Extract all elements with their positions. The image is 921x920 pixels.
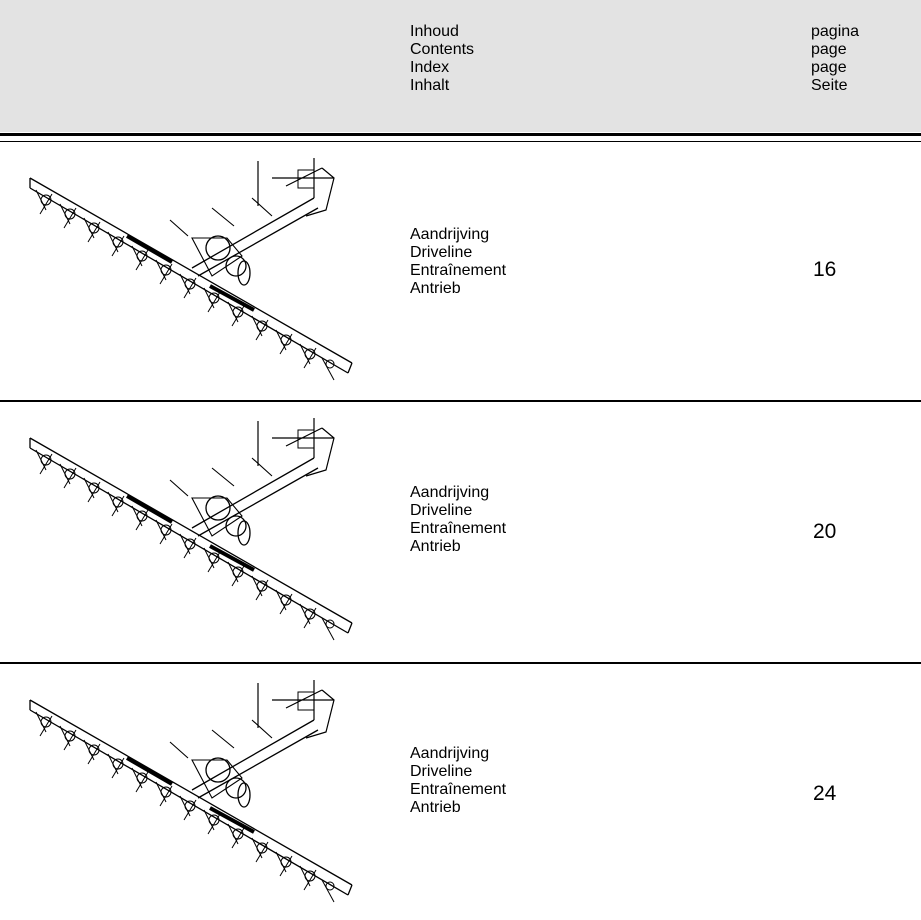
title-en: Driveline xyxy=(410,244,473,261)
title-de: Antrieb xyxy=(410,538,461,555)
page-label-nl: pagina xyxy=(811,23,860,40)
contents-heading: Inhoud Contents Index Inhalt xyxy=(410,23,474,95)
title-en: Driveline xyxy=(410,763,473,780)
contents-label-nl: Inhoud xyxy=(410,23,459,40)
page-label-fr: page xyxy=(811,59,847,76)
page-heading: pagina page page Seite xyxy=(811,23,859,95)
page-number: 24 xyxy=(813,782,837,805)
title-fr: Entraînement xyxy=(410,262,507,279)
contents-label-en: Contents xyxy=(410,41,475,58)
row-divider xyxy=(0,400,921,402)
machine-illustration xyxy=(28,418,354,642)
machine-illustration xyxy=(28,158,354,382)
toc-entry-title: Aandrijving Driveline Entraînement Antri… xyxy=(410,484,506,556)
page-label-de: Seite xyxy=(811,77,848,94)
page-number: 16 xyxy=(813,258,837,281)
page-number: 20 xyxy=(813,520,837,543)
toc-entry-title: Aandrijving Driveline Entraînement Antri… xyxy=(410,745,506,817)
header-band: Inhoud Contents Index Inhalt pagina page… xyxy=(0,0,921,132)
title-de: Antrieb xyxy=(410,280,461,297)
header-divider-bottom xyxy=(0,141,921,142)
contents-label-de: Inhalt xyxy=(410,77,450,94)
machine-illustration xyxy=(28,680,354,904)
contents-label-fr: Index xyxy=(410,59,450,76)
header-divider-top xyxy=(0,133,921,136)
page-label-en: page xyxy=(811,41,847,58)
title-fr: Entraînement xyxy=(410,520,507,537)
title-nl: Aandrijving xyxy=(410,745,490,762)
row-divider xyxy=(0,662,921,664)
toc-entry-title: Aandrijving Driveline Entraînement Antri… xyxy=(410,226,506,298)
title-en: Driveline xyxy=(410,502,473,519)
title-nl: Aandrijving xyxy=(410,484,490,501)
title-fr: Entraînement xyxy=(410,781,507,798)
title-nl: Aandrijving xyxy=(410,226,490,243)
title-de: Antrieb xyxy=(410,799,461,816)
